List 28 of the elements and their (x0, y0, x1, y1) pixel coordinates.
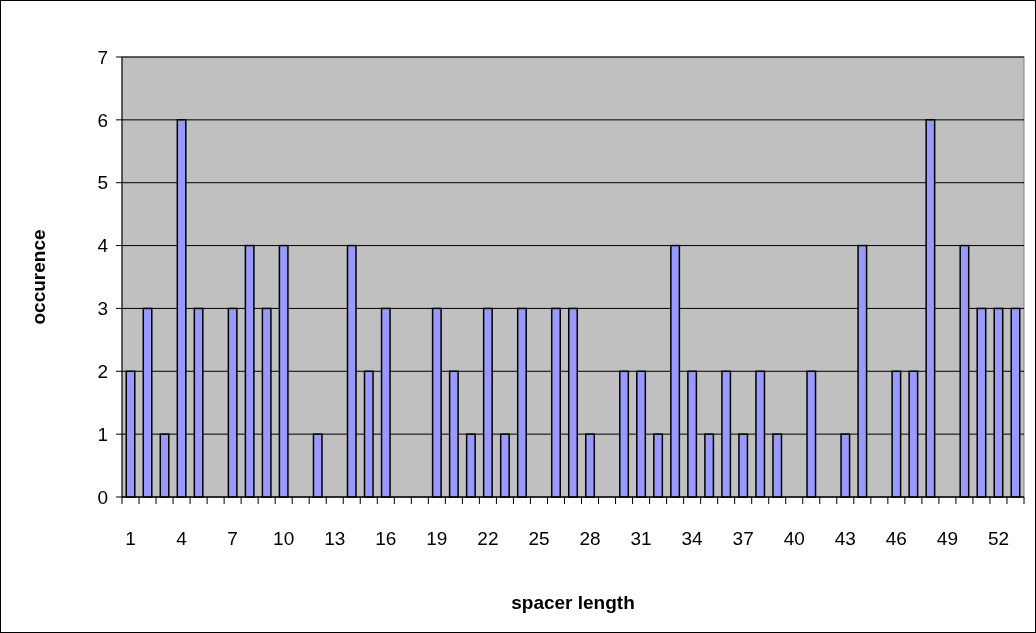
x-tick-label: 43 (834, 528, 856, 549)
x-tick-label: 10 (273, 528, 295, 549)
y-tick-label: 6 (97, 109, 108, 131)
y-tick-label: 0 (97, 486, 108, 508)
x-tick-label: 52 (987, 528, 1010, 549)
x-tick-label: 25 (528, 528, 550, 549)
y-tick-label: 2 (97, 360, 108, 382)
x-tick-label: 7 (227, 528, 238, 549)
x-tick-label: 13 (324, 528, 346, 549)
y-axis-title: occurence (28, 229, 49, 325)
x-tick-label: 22 (477, 528, 499, 549)
x-tick-label: 28 (579, 528, 601, 549)
y-tick-label: 5 (97, 172, 108, 194)
x-tick-label: 16 (375, 528, 397, 549)
x-tick-label: 49 (936, 528, 958, 549)
x-tick-label: 46 (885, 528, 907, 549)
x-tick-label: 40 (783, 528, 805, 549)
y-tick-label: 3 (97, 298, 108, 320)
x-tick-label: 4 (176, 528, 188, 549)
x-tick-label: 1 (125, 528, 136, 549)
x-tick-label: 31 (630, 528, 652, 549)
y-tick-label: 7 (97, 46, 108, 68)
y-tick-label: 4 (97, 235, 109, 257)
x-axis-title: spacer length (511, 592, 635, 613)
x-tick-label: 34 (681, 528, 704, 549)
x-tick-label: 37 (732, 528, 754, 549)
y-tick-label: 1 (97, 423, 108, 445)
x-tick-label: 19 (426, 528, 448, 549)
